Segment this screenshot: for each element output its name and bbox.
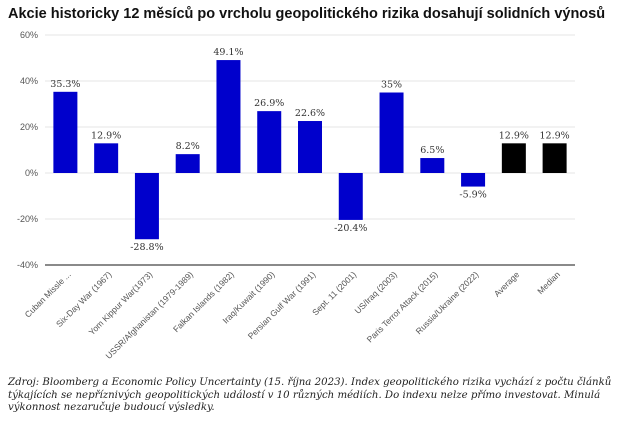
- bar: [461, 173, 486, 187]
- y-tick-label: 60%: [20, 30, 38, 40]
- data-label: -5.9%: [459, 190, 486, 201]
- y-tick-label: 20%: [20, 122, 38, 132]
- x-tick-label: Median: [535, 269, 562, 296]
- bar: [298, 121, 322, 173]
- data-label: 12.9%: [499, 130, 529, 141]
- data-label: 26.9%: [254, 98, 284, 109]
- x-tick-label: Persian Gulf War (1991): [246, 269, 318, 341]
- bar: [501, 143, 526, 173]
- bar: [53, 91, 78, 173]
- bar: [134, 173, 159, 240]
- y-tick-label: -20%: [17, 214, 38, 224]
- data-label: -28.8%: [130, 242, 163, 253]
- x-tick-label: USSR/Afghanistan (1979-1989): [104, 269, 196, 361]
- bar: [542, 143, 567, 173]
- data-label: -20.4%: [334, 223, 367, 234]
- data-label: 8.2%: [176, 141, 200, 152]
- data-label: 6.5%: [420, 145, 444, 156]
- bar: [175, 154, 200, 173]
- bar: [338, 173, 363, 220]
- bar: [420, 158, 445, 173]
- bar: [257, 111, 282, 173]
- chart-title: Akcie historicky 12 měsíců po vrcholu ge…: [8, 6, 606, 22]
- y-tick-label: 40%: [20, 76, 38, 86]
- data-label: 35%: [381, 80, 402, 91]
- y-tick-label: -40%: [17, 260, 38, 270]
- data-label: 35.3%: [50, 79, 80, 90]
- bar: [216, 60, 241, 173]
- y-tick-label: 0%: [25, 168, 38, 178]
- data-label: 12.9%: [91, 130, 121, 141]
- data-label: 12.9%: [540, 130, 570, 141]
- source-note: Zdroj: Bloomberg a Economic Policy Uncer…: [8, 377, 612, 413]
- data-label: 22.6%: [295, 108, 325, 119]
- data-label: 49.1%: [213, 47, 243, 58]
- bar: [379, 92, 404, 173]
- bar: [94, 143, 119, 173]
- x-tick-label: Paris Terror Attack (2015): [365, 269, 440, 344]
- x-tick-label: Average: [492, 269, 522, 299]
